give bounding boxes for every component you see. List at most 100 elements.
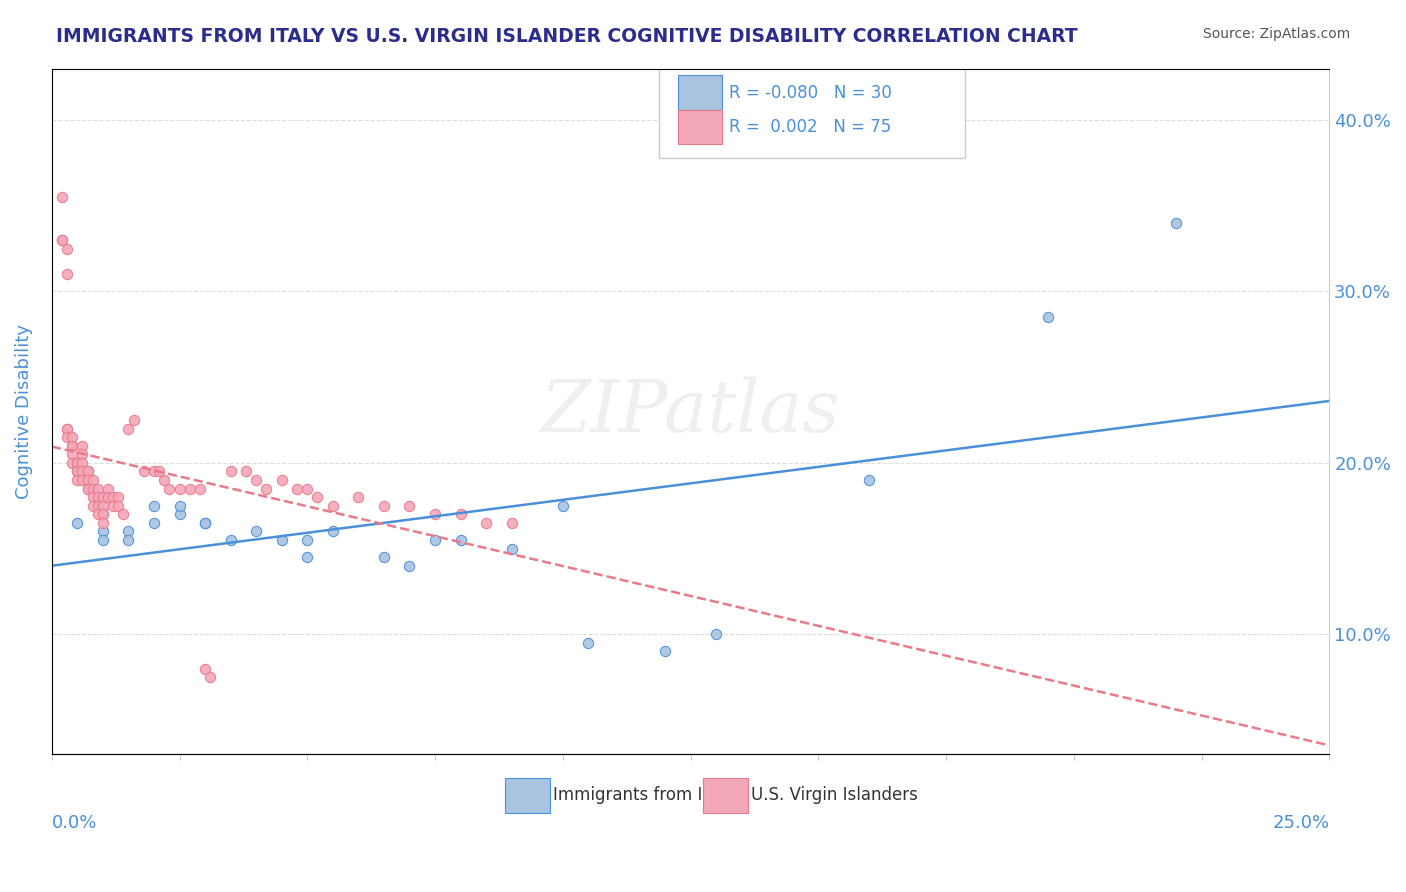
Point [112,508,135,522]
Point [373,550,395,565]
Y-axis label: Cognitive Disability: Cognitive Disability [15,324,32,499]
Point [423,533,446,547]
Point [60,439,83,453]
Point [56,242,79,256]
Point [87,508,110,522]
Text: 25.0%: 25.0% [1272,814,1329,832]
Point [91,533,114,547]
Point [450,508,472,522]
Point [60,439,83,453]
Point [142,516,165,530]
Point [576,636,599,650]
Point [51,233,73,247]
Point [91,499,114,513]
FancyBboxPatch shape [505,779,550,813]
Point [76,464,98,478]
Point [194,662,217,676]
Point [91,490,114,504]
Point [475,516,498,530]
Point [56,421,79,435]
Point [72,439,94,453]
Point [423,508,446,522]
Point [169,482,191,496]
Point [157,482,180,496]
Point [285,482,308,496]
Point [179,482,201,496]
FancyBboxPatch shape [678,76,723,110]
Point [72,473,94,487]
Point [97,482,120,496]
Text: IMMIGRANTS FROM ITALY VS U.S. VIRGIN ISLANDER COGNITIVE DISABILITY CORRELATION C: IMMIGRANTS FROM ITALY VS U.S. VIRGIN ISL… [56,27,1078,45]
Point [87,490,110,504]
Point [91,516,114,530]
Text: 0.0%: 0.0% [52,814,97,832]
Point [219,464,242,478]
Point [373,499,395,513]
Point [858,473,880,487]
Point [91,508,114,522]
Text: Immigrants from Italy: Immigrants from Italy [553,787,733,805]
Point [398,558,420,573]
FancyBboxPatch shape [678,110,723,144]
Point [654,644,676,658]
Point [87,499,110,513]
Text: R =  0.002   N = 75: R = 0.002 N = 75 [728,118,891,136]
Point [297,482,319,496]
Point [198,670,221,684]
Text: R = -0.080   N = 30: R = -0.080 N = 30 [728,84,891,102]
Point [76,482,98,496]
Point [107,499,129,513]
Point [322,499,344,513]
Point [82,473,104,487]
Point [72,456,94,470]
Point [347,490,370,504]
Point [270,533,292,547]
Point [194,516,217,530]
Point [117,421,139,435]
Point [270,473,292,487]
Point [60,430,83,444]
Point [148,464,170,478]
FancyBboxPatch shape [703,779,748,813]
Point [51,233,73,247]
Text: ZIPatlas: ZIPatlas [541,376,841,447]
FancyBboxPatch shape [658,62,965,158]
Point [142,499,165,513]
Point [56,421,79,435]
Point [76,482,98,496]
Point [1038,310,1060,325]
Point [450,533,472,547]
Point [56,267,79,281]
Text: U.S. Virgin Islanders: U.S. Virgin Islanders [751,787,918,805]
Point [82,499,104,513]
Point [91,508,114,522]
Point [153,473,176,487]
Point [66,516,89,530]
Point [60,447,83,461]
Point [97,490,120,504]
Point [101,499,124,513]
Point [66,456,89,470]
Point [101,490,124,504]
Point [122,413,145,427]
Point [1164,216,1187,230]
Point [117,533,139,547]
Point [72,464,94,478]
Point [501,541,523,556]
Point [82,490,104,504]
Point [51,190,73,204]
Point [307,490,329,504]
Point [66,464,89,478]
Point [66,464,89,478]
Point [194,516,217,530]
Point [398,499,420,513]
Point [245,524,267,539]
Point [142,464,165,478]
Point [322,524,344,539]
Point [56,430,79,444]
Point [107,490,129,504]
Point [297,550,319,565]
Point [76,464,98,478]
Point [117,524,139,539]
Point [297,533,319,547]
